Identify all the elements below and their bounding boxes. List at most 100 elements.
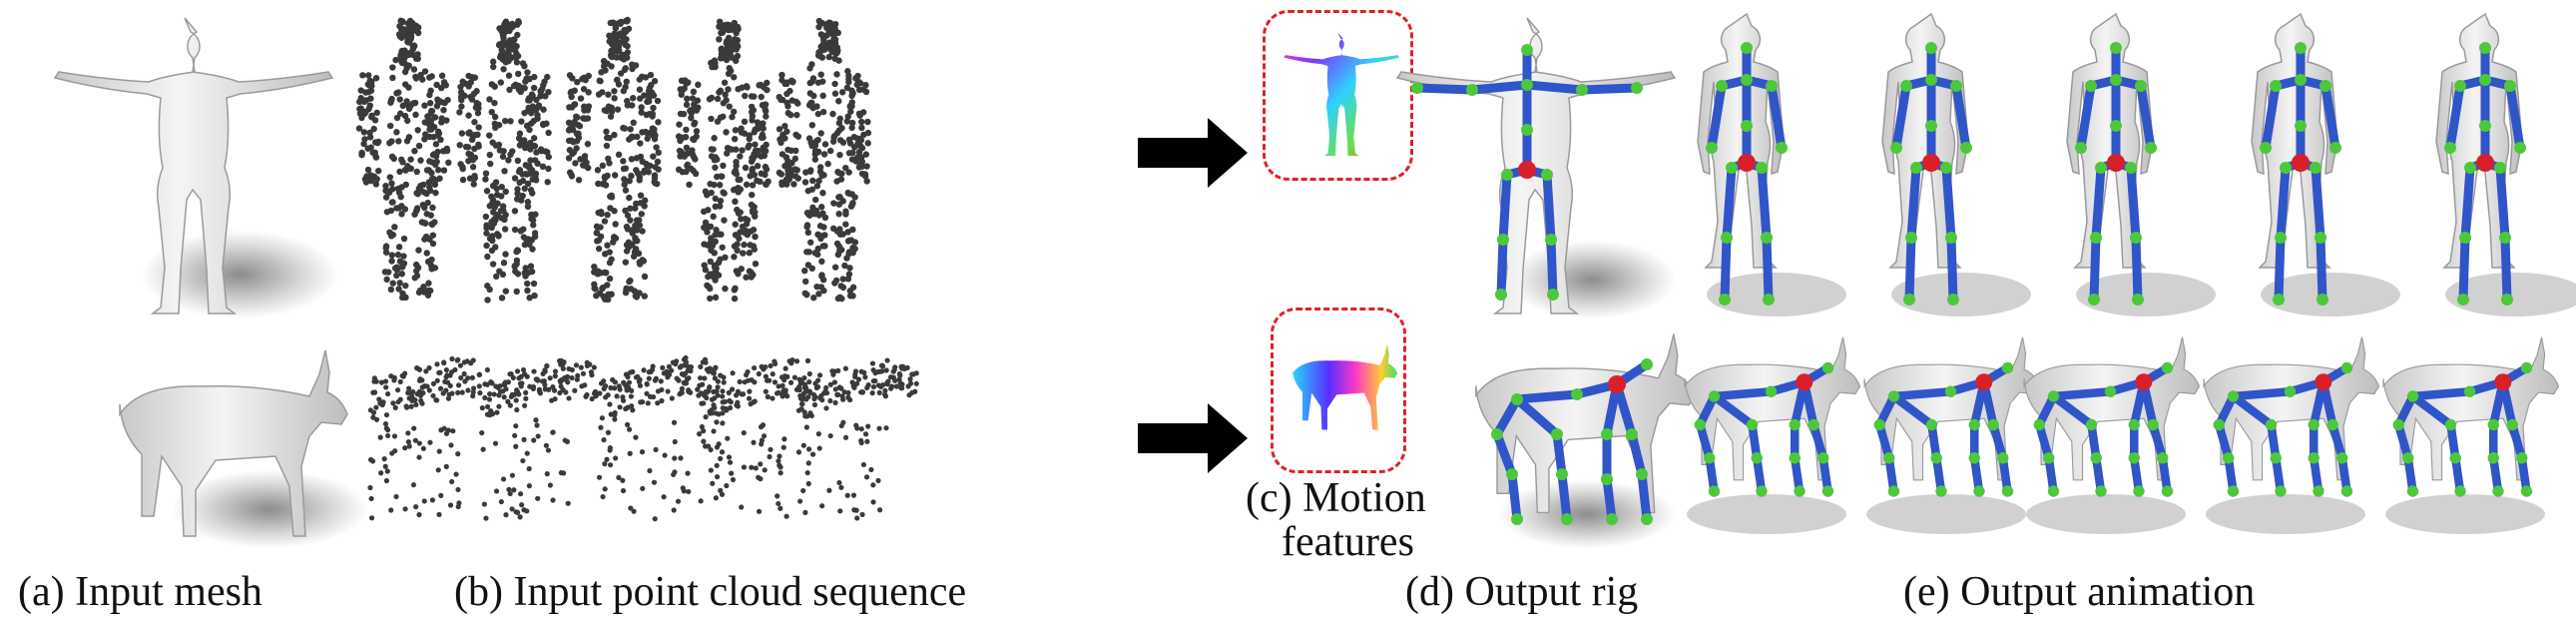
point: [818, 204, 825, 211]
point: [842, 434, 849, 440]
joint: [2125, 162, 2137, 174]
bone: [1767, 81, 1787, 153]
point: [683, 168, 690, 176]
point: [775, 383, 781, 389]
point: [791, 155, 799, 163]
joint: [2308, 418, 2319, 431]
point: [735, 189, 742, 196]
joint: [2392, 418, 2404, 431]
point: [459, 165, 466, 173]
point: [813, 183, 821, 190]
point: [812, 380, 818, 386]
point: [492, 124, 499, 132]
point: [411, 275, 418, 282]
humanoid-animation-sequence: [1697, 13, 2576, 316]
point: [803, 396, 809, 402]
goat-shadow: [170, 469, 369, 549]
shadow: [2076, 273, 2216, 316]
point: [836, 226, 843, 233]
joint: [2130, 232, 2142, 244]
point: [599, 89, 606, 96]
point: [428, 169, 435, 177]
point: [876, 425, 882, 431]
point-cloud-frame: [565, 16, 662, 304]
point: [421, 68, 429, 75]
point: [395, 398, 401, 405]
point: [616, 474, 622, 481]
point: [760, 120, 767, 127]
point: [480, 446, 486, 452]
joint: [2132, 294, 2144, 306]
joint: [1910, 162, 1922, 174]
point: [544, 179, 551, 186]
point: [707, 258, 714, 266]
point: [864, 129, 872, 137]
point: [421, 136, 428, 143]
point: [630, 95, 637, 102]
point: [397, 17, 404, 25]
point: [375, 167, 382, 175]
point: [840, 419, 846, 425]
point: [756, 474, 762, 480]
point: [683, 362, 689, 368]
point: [859, 86, 867, 93]
root-joint: [2135, 373, 2153, 391]
point: [524, 287, 531, 295]
point: [599, 415, 606, 421]
point: [777, 470, 783, 476]
point: [717, 197, 725, 205]
point: [577, 95, 585, 102]
point: [714, 473, 721, 480]
point: [438, 115, 445, 122]
point: [820, 224, 827, 231]
point: [532, 170, 540, 178]
joint: [1789, 418, 1801, 431]
point: [814, 251, 821, 259]
point: [818, 258, 825, 266]
point: [470, 90, 478, 98]
point: [365, 105, 372, 113]
bone: [1496, 235, 1508, 300]
point: [712, 195, 719, 203]
point: [613, 54, 620, 61]
joint: [1821, 361, 1834, 374]
point: [396, 280, 403, 287]
point: [593, 229, 601, 237]
point: [622, 382, 629, 388]
point: [514, 388, 521, 394]
point: [608, 53, 615, 60]
bone: [1467, 80, 1532, 95]
point: [756, 370, 762, 377]
point: [711, 135, 718, 142]
point: [573, 138, 581, 145]
point: [576, 123, 584, 130]
point: [642, 197, 649, 204]
bone: [1889, 391, 1936, 429]
point: [727, 459, 734, 465]
point: [569, 374, 575, 381]
point: [544, 73, 551, 81]
point: [530, 383, 537, 390]
point: [844, 492, 850, 498]
joint: [1556, 468, 1568, 480]
point: [707, 365, 713, 371]
point: [629, 387, 635, 393]
point: [838, 170, 845, 178]
point: [729, 470, 735, 476]
point: [396, 96, 403, 103]
shadow: [1707, 273, 1846, 316]
point: [807, 167, 814, 174]
point: [819, 503, 825, 509]
point: [819, 108, 827, 116]
point: [666, 363, 672, 369]
point: [510, 82, 518, 90]
point: [366, 129, 373, 137]
point: [694, 97, 702, 104]
point: [611, 88, 618, 95]
point: [395, 244, 403, 251]
point: [633, 434, 639, 440]
point: [378, 379, 385, 385]
point: [614, 106, 622, 113]
point: [718, 455, 724, 461]
point: [720, 393, 726, 399]
